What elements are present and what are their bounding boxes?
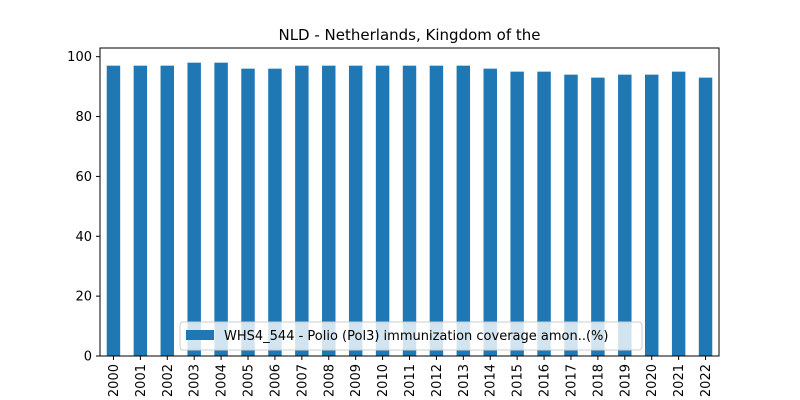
bar-2008	[322, 65, 336, 357]
y-tick-label: 20	[75, 290, 92, 305]
x-tick-label: 2020	[645, 364, 660, 397]
x-tick-label: 2014	[484, 364, 499, 397]
bar-2002	[160, 65, 175, 357]
x-tick-label: 2013	[457, 364, 472, 397]
bar-2022	[698, 77, 713, 356]
x-tick-label: 2000	[107, 364, 122, 397]
plot-frame	[99, 47, 720, 357]
x-tick-label: 2006	[268, 364, 283, 397]
x-tick-label: 2022	[699, 364, 714, 397]
x-tick-label: 2004	[215, 364, 230, 397]
y-axis: 0 20 40 60 80 100	[67, 50, 100, 365]
x-tick-label: 2003	[188, 364, 203, 397]
bar-2011	[402, 65, 417, 357]
x-tick-label: 2016	[538, 364, 553, 397]
bar-2012	[429, 65, 444, 357]
bar-2015	[510, 71, 524, 357]
bar-2021	[671, 71, 686, 357]
x-axis: 2000 2001 2002 2003 2004 2005 2006 2007 2008 2009…	[107, 356, 714, 397]
y-tick-label: 40	[75, 230, 92, 245]
y-tick-label: 100	[67, 50, 92, 65]
bar-2010	[375, 65, 390, 357]
y-tick-label: 60	[75, 170, 92, 185]
legend-box	[179, 321, 643, 351]
legend-label: WHS4_544 - Polio (Pol3) immunization cov…	[224, 329, 608, 344]
bar-2014	[483, 68, 497, 356]
legend-swatch	[186, 330, 214, 340]
x-tick-label: 2008	[322, 364, 337, 397]
bar-2003	[187, 62, 201, 357]
bar-2001	[133, 65, 148, 357]
x-tick-label: 2001	[134, 364, 149, 397]
legend: WHS4_544 - Polio (Pol3) immunization cov…	[179, 321, 643, 351]
bars-group	[106, 62, 713, 357]
x-tick-label: 2010	[376, 364, 391, 397]
x-tick-label: 2019	[618, 364, 633, 397]
x-tick-label: 2021	[672, 364, 687, 397]
x-tick-label: 2015	[511, 364, 526, 397]
bar-2016	[537, 71, 551, 357]
x-tick-label: 2011	[403, 364, 418, 397]
x-tick-label: 2009	[349, 364, 364, 397]
x-tick-label: 2012	[430, 364, 445, 397]
bar-2000	[106, 65, 121, 357]
x-tick-label: 2002	[161, 364, 176, 397]
bar-2013	[456, 65, 471, 357]
y-tick-label: 80	[75, 110, 92, 125]
x-tick-label: 2007	[295, 364, 310, 397]
bar-2017	[564, 74, 578, 356]
bar-2005	[241, 68, 255, 356]
bar-2009	[348, 65, 363, 357]
x-tick-label: 2018	[591, 364, 606, 397]
y-tick-label: 0	[84, 350, 92, 365]
bar-2006	[268, 68, 282, 356]
x-tick-label: 2017	[564, 364, 579, 397]
x-tick-label: 2005	[242, 364, 257, 397]
bar-2019	[618, 74, 632, 356]
bar-2018	[591, 77, 605, 356]
bar-2020	[644, 74, 659, 356]
bar-2007	[295, 65, 309, 357]
chart-title: NLD - Netherlands, Kingdom of the	[278, 26, 540, 44]
bar-2004	[214, 62, 228, 357]
